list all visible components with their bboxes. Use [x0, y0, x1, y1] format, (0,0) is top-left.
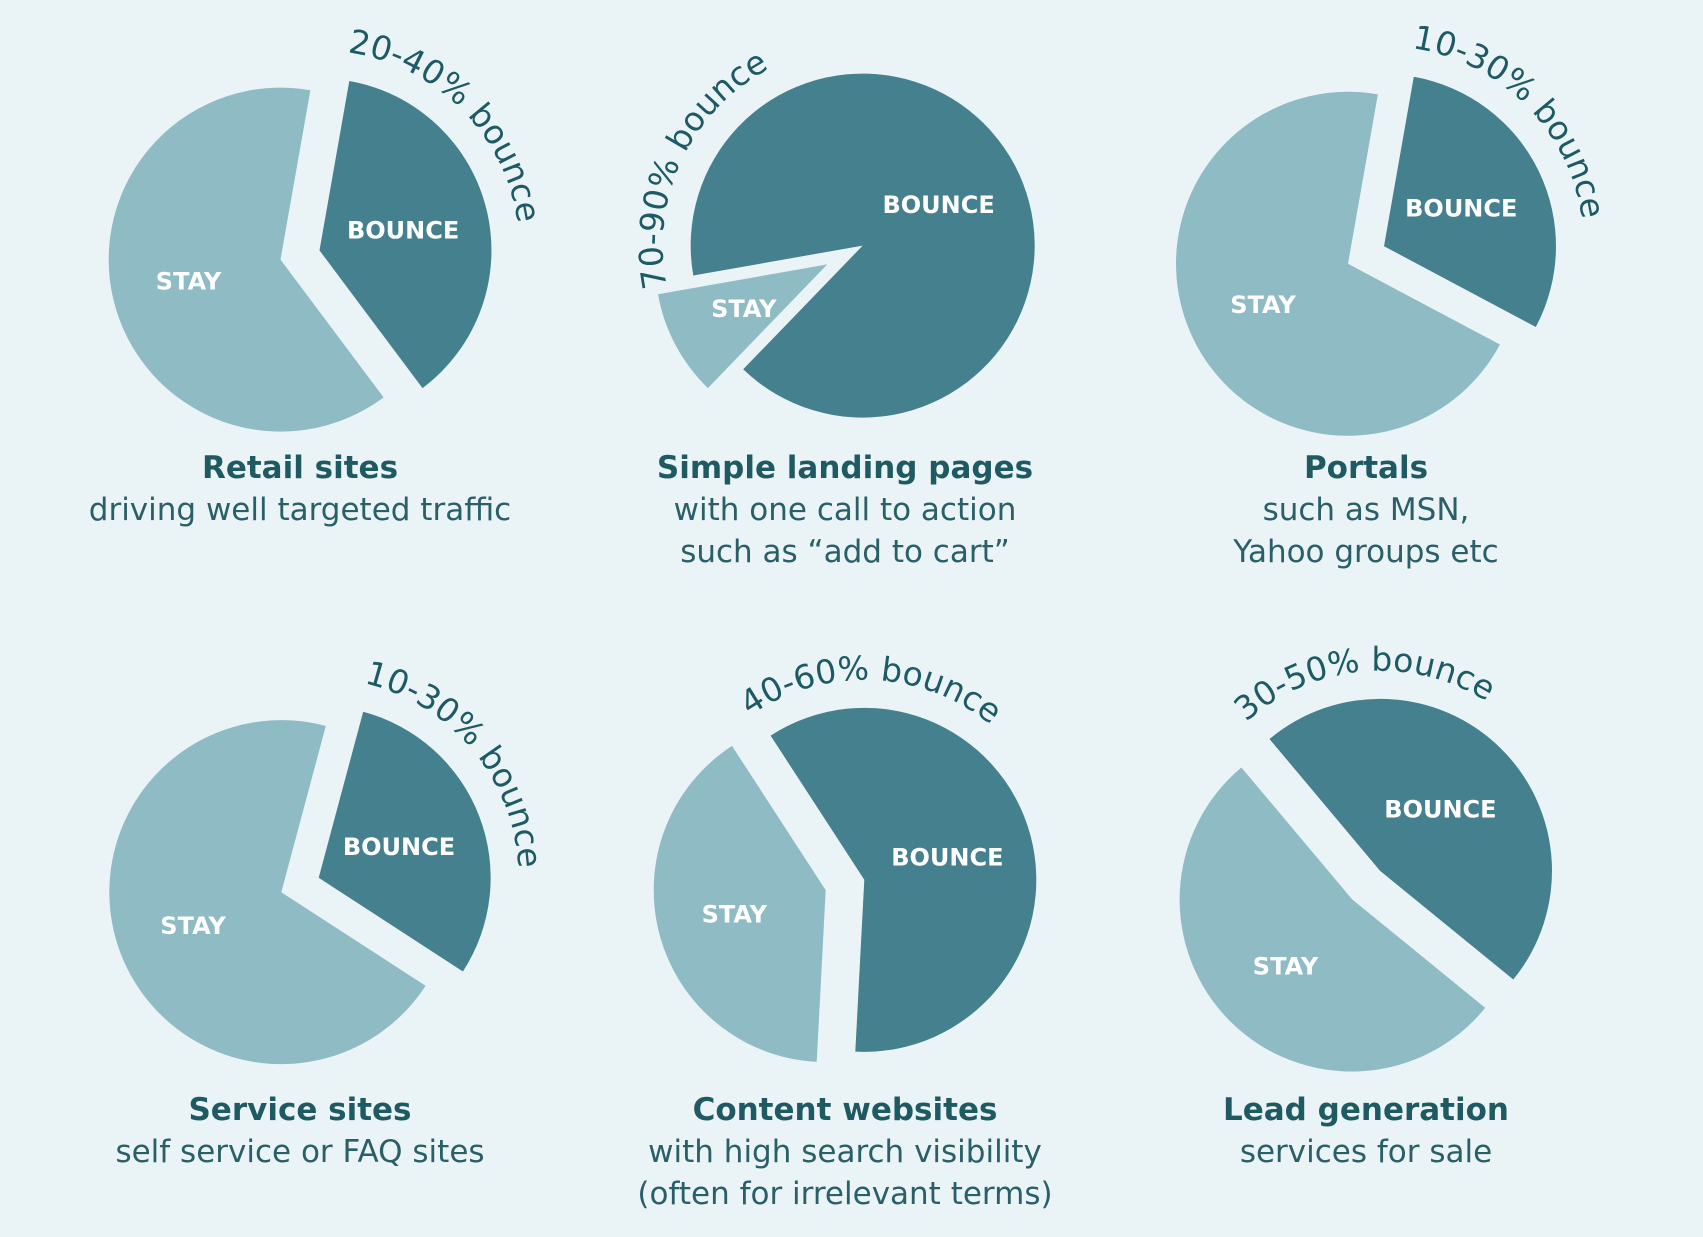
stay-slice [658, 264, 828, 389]
stay-slice-label: STAY [1253, 953, 1319, 981]
chart-title: Retail sites [202, 450, 398, 486]
chart-subtitle-line: (often for irrelevant terms) [637, 1176, 1052, 1212]
stay-slice-label: STAY [702, 901, 768, 929]
stay-slice [653, 745, 826, 1062]
stay-slice-label: STAY [160, 912, 226, 940]
stay-slice [108, 87, 384, 432]
bounce-slice-label: BOUNCE [891, 844, 1003, 872]
chart-subtitle-line: such as MSN, [1263, 492, 1470, 528]
chart-subtitle-line: driving well targeted traffic [89, 492, 511, 528]
bounce-slice [690, 73, 1035, 418]
bounce-slice [1384, 76, 1556, 327]
bounce-slice [770, 707, 1037, 1052]
chart-title: Lead generation [1223, 1092, 1509, 1128]
chart-subtitle-line: with high search visibility [648, 1134, 1042, 1170]
chart-subtitle-line: services for sale [1240, 1134, 1492, 1170]
chart-title: Portals [1304, 450, 1428, 486]
chart-subtitle-line: self service or FAQ sites [115, 1134, 484, 1170]
bounce-slice [319, 81, 492, 389]
stay-slice [1179, 767, 1486, 1072]
bounce-slice [1269, 698, 1552, 980]
bounce-slice [318, 711, 491, 972]
bounce-slice-label: BOUNCE [882, 191, 994, 219]
stay-slice-label: STAY [156, 268, 222, 296]
chart-subtitle-line: with one call to action [674, 492, 1017, 528]
bounce-slice-label: BOUNCE [343, 833, 455, 861]
chart-title: Simple landing pages [657, 450, 1033, 486]
bounce-slice-label: BOUNCE [347, 216, 459, 244]
chart-title: Service sites [188, 1092, 411, 1128]
chart-title: Content websites [693, 1092, 998, 1128]
stay-slice [1176, 91, 1500, 436]
stay-slice-label: STAY [711, 295, 777, 323]
chart-subtitle-line: such as “add to cart” [680, 534, 1010, 570]
bounce-slice-label: BOUNCE [1405, 195, 1517, 223]
bounce-slice-label: BOUNCE [1384, 796, 1496, 824]
chart-subtitle-line: Yahoo groups etc [1232, 534, 1498, 570]
stay-slice-label: STAY [1230, 291, 1296, 319]
stay-slice [109, 720, 426, 1065]
